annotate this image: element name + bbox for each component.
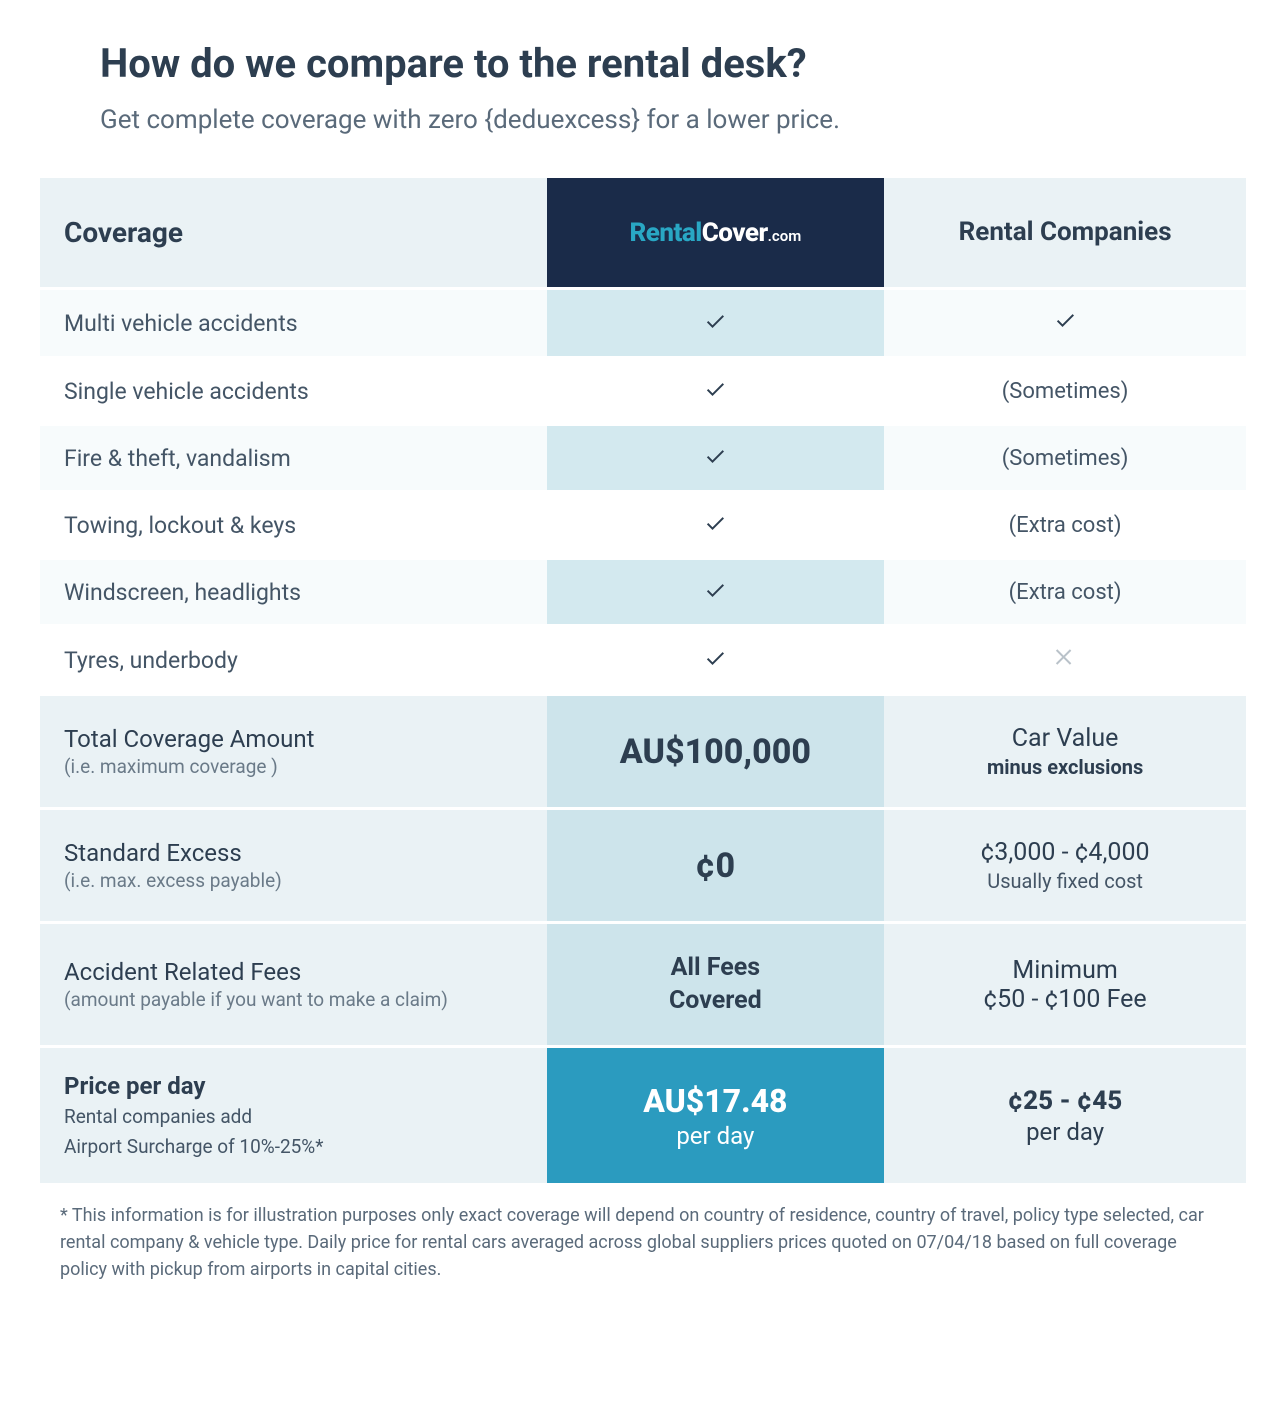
check-icon xyxy=(703,444,727,472)
feature-label: Towing, lockout & keys xyxy=(40,493,547,557)
page-subheading: Get complete coverage with zero {deduexc… xyxy=(100,105,1246,135)
them-value-top: ¢3,000 - ¢4,000 xyxy=(908,838,1222,867)
them-value-top: Minimum xyxy=(908,956,1222,985)
value-label-sub: (i.e. max. excess payable) xyxy=(64,869,523,892)
coverage-header: Coverage xyxy=(40,178,547,287)
feature-them-cell: (Sometimes) xyxy=(884,359,1246,423)
feature-row: Tyres, underbody xyxy=(40,627,1246,693)
value-row: Accident Related Fees(amount payable if … xyxy=(40,924,1246,1045)
price-row: Price per day Rental companies add Airpo… xyxy=(40,1048,1246,1183)
check-icon xyxy=(703,309,727,337)
check-icon xyxy=(1053,308,1077,338)
value-row: Total Coverage Amount(i.e. maximum cover… xyxy=(40,696,1246,807)
our-price-per: per day xyxy=(571,1122,861,1150)
us-value-line1: All Fees xyxy=(571,952,861,985)
cell-text: (Extra cost) xyxy=(1009,513,1122,538)
value-label-sub: (i.e. maximum coverage ) xyxy=(64,755,523,778)
value-label: Standard Excess xyxy=(64,839,523,867)
rental-companies-header: Rental Companies xyxy=(884,178,1246,287)
price-label: Price per day xyxy=(64,1072,523,1100)
feature-row: Towing, lockout & keys (Extra cost) xyxy=(40,493,1246,557)
feature-us-cell xyxy=(547,359,885,423)
footnote: * This information is for illustration p… xyxy=(60,1202,1226,1283)
feature-label: Tyres, underbody xyxy=(40,627,547,693)
them-value-top2: ¢50 - ¢100 Fee xyxy=(908,985,1222,1014)
table-header-row: Coverage RentalCover.com Rental Companie… xyxy=(40,178,1246,287)
check-icon xyxy=(703,511,727,539)
feature-us-cell xyxy=(547,627,885,693)
feature-row: Fire & theft, vandalism (Sometimes) xyxy=(40,426,1246,490)
feature-us-cell xyxy=(547,493,885,557)
their-price-per: per day xyxy=(908,1118,1222,1146)
them-value-sub: Usually fixed cost xyxy=(908,869,1222,893)
cell-text: (Extra cost) xyxy=(1009,580,1122,605)
feature-us-cell xyxy=(547,290,885,356)
feature-them-cell: (Extra cost) xyxy=(884,560,1246,624)
value-label: Accident Related Fees xyxy=(64,958,523,986)
them-value-sub: minus exclusions xyxy=(908,755,1222,779)
x-icon xyxy=(1053,645,1077,675)
our-price: AU$17.48 xyxy=(571,1082,861,1120)
feature-label: Fire & theft, vandalism xyxy=(40,426,547,490)
feature-label: Windscreen, headlights xyxy=(40,560,547,624)
feature-them-cell: (Sometimes) xyxy=(884,426,1246,490)
value-label-sub: (amount payable if you want to make a cl… xyxy=(64,988,523,1011)
value-label: Total Coverage Amount xyxy=(64,725,523,753)
cell-text: (Sometimes) xyxy=(1002,446,1129,471)
feature-them-cell xyxy=(884,627,1246,693)
check-icon xyxy=(703,578,727,606)
feature-label: Single vehicle accidents xyxy=(40,359,547,423)
their-price: ¢25 - ¢45 xyxy=(908,1086,1222,1116)
brand-cover-text: Cover xyxy=(702,218,768,248)
cell-text: (Sometimes) xyxy=(1002,379,1129,404)
us-value: ¢0 xyxy=(571,846,861,886)
value-row: Standard Excess(i.e. max. excess payable… xyxy=(40,810,1246,921)
comparison-table: Coverage RentalCover.com Rental Companie… xyxy=(40,175,1246,1186)
price-label-sub-2: Airport Surcharge of 10%-25%* xyxy=(64,1134,523,1160)
feature-row: Multi vehicle accidents xyxy=(40,290,1246,356)
them-value-top: Car Value xyxy=(908,724,1222,753)
brand-dotcom-text: .com xyxy=(768,227,802,245)
check-icon xyxy=(703,377,727,405)
feature-row: Single vehicle accidents (Sometimes) xyxy=(40,359,1246,423)
page-heading: How do we compare to the rental desk? xyxy=(100,40,1246,87)
brand-rental-text: Rental xyxy=(629,218,701,248)
feature-us-cell xyxy=(547,560,885,624)
check-icon xyxy=(703,646,727,674)
feature-them-cell: (Extra cost) xyxy=(884,493,1246,557)
feature-them-cell xyxy=(884,290,1246,356)
feature-us-cell xyxy=(547,426,885,490)
feature-row: Windscreen, headlights (Extra cost) xyxy=(40,560,1246,624)
feature-label: Multi vehicle accidents xyxy=(40,290,547,356)
brand-cell: RentalCover.com xyxy=(547,178,885,287)
us-value: AU$100,000 xyxy=(571,732,861,772)
price-label-sub-1: Rental companies add xyxy=(64,1104,523,1130)
us-value-line2: Covered xyxy=(571,985,861,1018)
